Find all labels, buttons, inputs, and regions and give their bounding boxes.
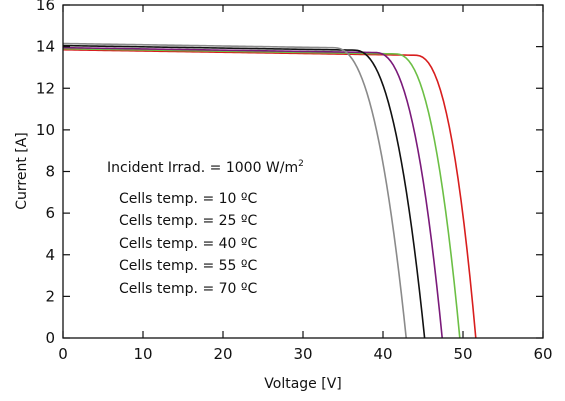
irradiance-note: Incident Irrad. = 1000 W/m2 bbox=[107, 159, 304, 176]
y-tick-label: 2 bbox=[45, 287, 55, 305]
iv-curve-2 bbox=[62, 47, 461, 339]
x-tick-label: 60 bbox=[533, 345, 552, 363]
y-tick-label: 6 bbox=[45, 204, 55, 222]
temp-note-1: Cells temp. = 10 ºC bbox=[119, 191, 257, 207]
y-tick-label: 8 bbox=[45, 163, 55, 181]
y-tick-label: 0 bbox=[45, 329, 55, 347]
y-tick-label: 16 bbox=[36, 0, 55, 14]
y-tick-label: 4 bbox=[45, 246, 55, 264]
x-axis-label: Voltage [V] bbox=[264, 376, 341, 392]
irradiance-superscript: 2 bbox=[298, 159, 304, 169]
x-tick-label: 20 bbox=[213, 345, 232, 363]
temp-note-2: Cells temp. = 25 ºC bbox=[119, 213, 257, 229]
y-tick-label: 14 bbox=[36, 38, 55, 56]
y-axis-label: Current [A] bbox=[14, 132, 30, 210]
irradiance-text: Incident Irrad. = 1000 W/m bbox=[107, 160, 298, 176]
iv-curve-1 bbox=[62, 48, 477, 339]
x-tick-label: 0 bbox=[58, 345, 68, 363]
temp-note-5: Cells temp. = 70 ºC bbox=[119, 281, 257, 297]
x-tick-label: 50 bbox=[453, 345, 472, 363]
temp-note-3: Cells temp. = 40 ºC bbox=[119, 236, 257, 252]
iv-curve-5 bbox=[62, 42, 407, 339]
y-tick-label: 12 bbox=[36, 79, 55, 97]
x-tick-label: 30 bbox=[293, 345, 312, 363]
temp-note-4: Cells temp. = 55 ºC bbox=[119, 258, 257, 274]
iv-curve-4 bbox=[62, 44, 426, 339]
x-tick-label: 40 bbox=[373, 345, 392, 363]
iv-curve-3 bbox=[62, 46, 443, 339]
x-tick-label: 10 bbox=[133, 345, 152, 363]
axis-ticks: 0 10 20 30 40 50 60 0 2 4 6 8 10 12 14 16 bbox=[36, 0, 553, 363]
iv-curves bbox=[62, 42, 477, 339]
y-tick-label: 10 bbox=[36, 121, 55, 139]
